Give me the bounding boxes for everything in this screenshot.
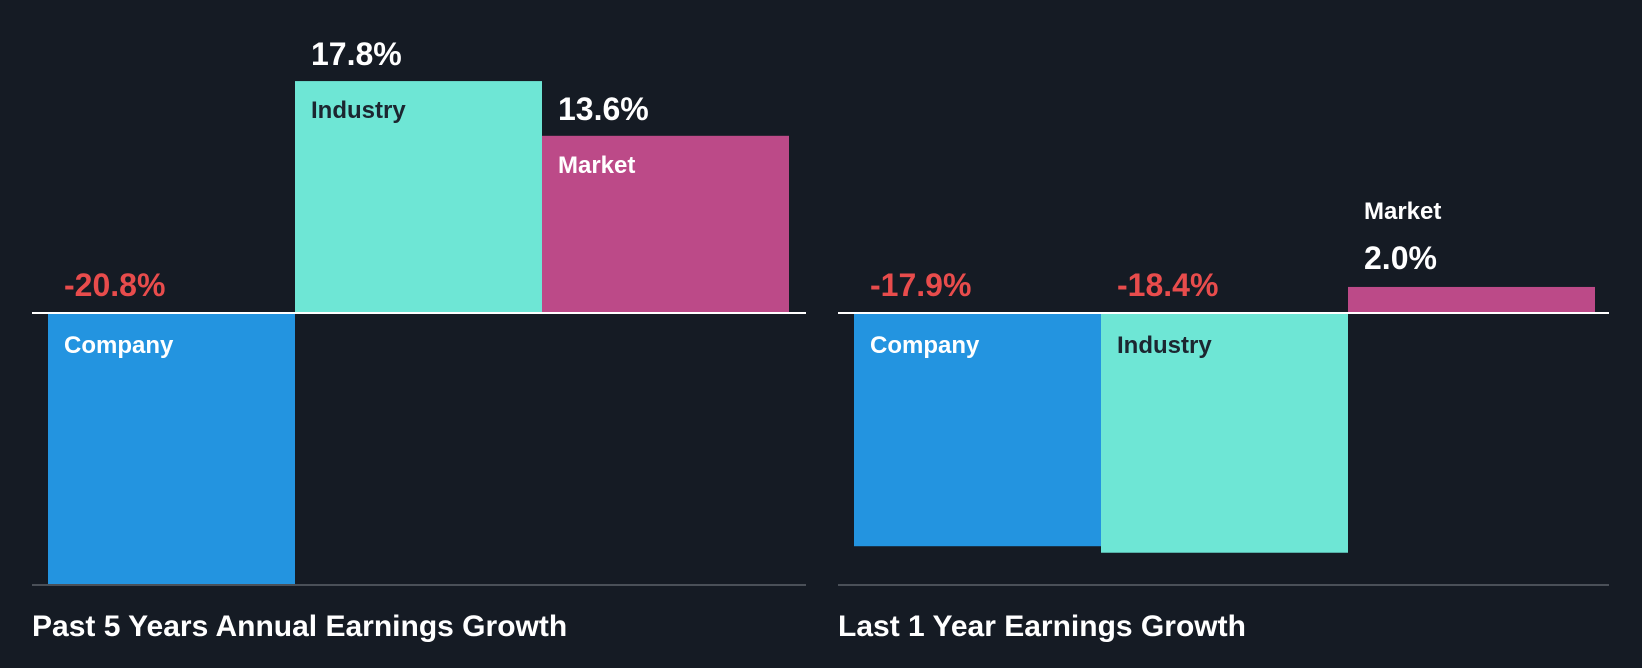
last-1-year-title: Last 1 Year Earnings Growth: [838, 610, 1246, 643]
past-5-years-title: Past 5 Years Annual Earnings Growth: [32, 610, 567, 643]
past-5y-company-label: Company: [64, 332, 174, 359]
past-5y-industry-label: Industry: [311, 97, 406, 124]
last-1y-company-label: Company: [870, 332, 980, 359]
past-5y-company-value: -20.8%: [64, 267, 165, 303]
past-5y-market-value: 13.6%: [558, 91, 649, 127]
last-1y-market-value: 2.0%: [1364, 240, 1437, 276]
last-1y-company-bar: [854, 313, 1101, 547]
past-5y-industry-value: 17.8%: [311, 36, 402, 72]
past-5y-market-bar: [542, 135, 789, 313]
past-5-years-panel: Past 5 Years Annual Earnings Growth Comp…: [32, 36, 806, 643]
last-1y-market-label: Market: [1364, 198, 1441, 225]
past-5y-industry-bar: [295, 81, 542, 313]
last-1y-industry-value: -18.4%: [1117, 267, 1218, 303]
last-1y-industry-bar: [1101, 313, 1348, 553]
last-1y-company-value: -17.9%: [870, 267, 971, 303]
last-1-year-panel: Last 1 Year Earnings Growth Company -17.9…: [838, 198, 1609, 643]
past-5y-market-label: Market: [558, 152, 635, 179]
past-5y-company-bar: [48, 313, 295, 584]
last-1y-market-bar: [1348, 286, 1595, 313]
last-1y-industry-label: Industry: [1117, 332, 1212, 359]
